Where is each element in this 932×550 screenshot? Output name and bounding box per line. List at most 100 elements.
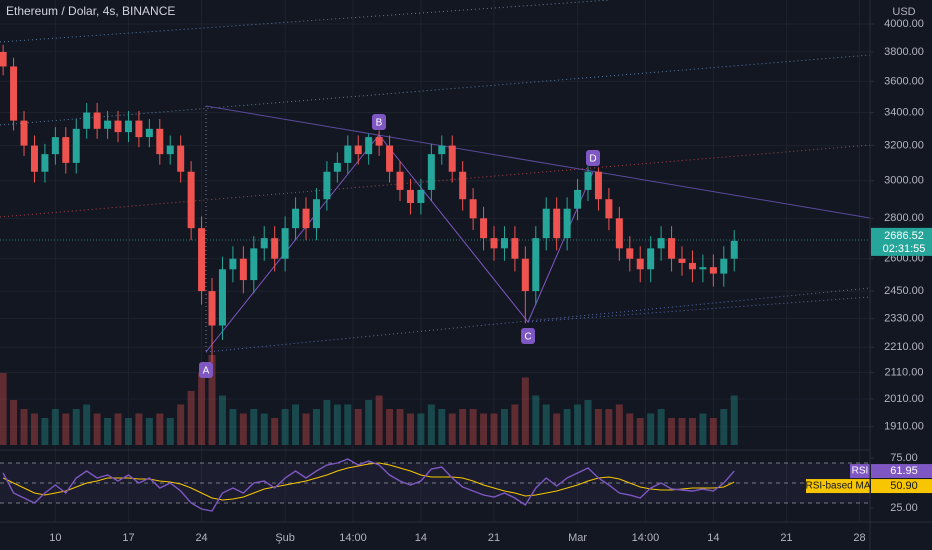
volume-bar: [375, 395, 383, 445]
volume-bar: [605, 409, 613, 445]
volume-bar: [490, 413, 498, 445]
volume-bar: [448, 413, 456, 445]
y-tick-label: 3400.00: [884, 106, 924, 118]
candle-body: [647, 248, 655, 270]
y-tick-label: 2110.00: [885, 366, 924, 378]
candle-body: [500, 238, 508, 249]
candle-body: [615, 218, 623, 249]
axes: 4000.00 3800.00 3600.00 3400.00 3200.00 3000.…: [49, 18, 932, 544]
candle-body: [365, 137, 373, 155]
x-tick-label: 14: [415, 532, 427, 544]
x-tick-label: 10: [49, 532, 61, 544]
rsi-ma-line: [2, 462, 735, 501]
candle-body: [396, 171, 404, 190]
pattern-label: C: [524, 332, 531, 343]
pattern-label: D: [589, 154, 596, 165]
rsi-ma-value-box: [871, 479, 932, 494]
volume-bar: [563, 409, 571, 445]
volume-bar: [427, 404, 435, 445]
volume-bar: [626, 413, 634, 445]
volume-bar: [177, 404, 185, 445]
candle-body: [51, 137, 59, 155]
candle-body: [469, 199, 477, 219]
x-tick-label: 21: [780, 532, 792, 544]
volume-bar: [459, 409, 467, 445]
volume-bar: [187, 391, 195, 445]
volume-bar: [281, 409, 289, 445]
volume-bar: [312, 409, 320, 445]
volume-bar: [104, 418, 112, 445]
candle-body: [427, 154, 435, 190]
volume-bar: [30, 413, 38, 445]
y-tick-label: 2450.00: [884, 285, 924, 297]
volume-bar: [386, 409, 394, 445]
volume-bar: [72, 409, 80, 445]
drawings: [0, 0, 871, 353]
abcd-pattern: [205, 134, 594, 353]
rsi-ma-value: 50.90: [890, 480, 918, 492]
candle-body: [156, 128, 164, 155]
candle-body: [730, 240, 738, 259]
candle-body: [532, 238, 540, 292]
candle-body: [229, 258, 237, 270]
volume-bar: [218, 395, 226, 445]
candle-body: [490, 238, 498, 249]
candle-body: [135, 120, 143, 138]
volume-bar: [709, 418, 717, 445]
candle-body: [594, 171, 602, 200]
candle-body: [584, 171, 592, 190]
y-tick-label: 3000.00: [884, 175, 924, 187]
candle-body: [699, 267, 707, 270]
pattern-label-box: [521, 328, 535, 344]
volume-bar: [354, 409, 362, 445]
candle-body: [0, 51, 7, 67]
pattern-label-box: [372, 114, 386, 130]
candle-body: [281, 228, 289, 259]
candle-body: [438, 145, 446, 155]
volume-bar: [615, 404, 623, 445]
volume-bar: [292, 404, 300, 445]
volume-bar: [678, 418, 686, 445]
candle-body: [93, 112, 101, 129]
candle-body: [124, 120, 132, 133]
candle-body: [668, 238, 676, 259]
candle-body: [271, 238, 279, 259]
volume-bar: [124, 418, 132, 445]
candle-body: [657, 238, 665, 249]
volume-bar: [0, 373, 7, 445]
x-tick-label: 24: [195, 532, 207, 544]
volume-bar: [114, 413, 122, 445]
volume-bar: [574, 404, 582, 445]
candle-body: [177, 145, 185, 172]
volume-bar: [500, 409, 508, 445]
candle-body: [354, 145, 362, 155]
volume-bar: [302, 413, 310, 445]
channel-line: [0, 54, 871, 126]
candle-body: [208, 291, 216, 326]
candle-body: [375, 137, 383, 146]
candle-body: [626, 248, 634, 259]
volume-bar: [208, 355, 216, 445]
candle-body: [104, 120, 112, 129]
candle-body: [239, 258, 247, 281]
y-tick-label: 2330.00: [884, 312, 924, 324]
candle-body: [250, 248, 258, 281]
rsi-name-box: [850, 464, 870, 479]
pattern-label: A: [203, 366, 210, 377]
volume-bar: [553, 413, 561, 445]
volume-bar: [720, 409, 728, 445]
candle-body: [480, 218, 488, 239]
rsi-y-tick-label: 75.00: [890, 452, 918, 464]
volume-bar: [396, 409, 404, 445]
pattern-labels: A B C D: [199, 114, 600, 378]
volume-bar: [657, 409, 665, 445]
y-tick-label: 2210.00: [884, 341, 924, 353]
candle-body: [20, 120, 28, 146]
candle-body: [260, 238, 268, 249]
volume-pane: [0, 355, 738, 445]
candle-body: [187, 171, 195, 229]
volume-bar: [480, 413, 488, 445]
volume-bar: [83, 404, 91, 445]
volume-bar: [730, 395, 738, 445]
trend-line: [205, 105, 871, 219]
